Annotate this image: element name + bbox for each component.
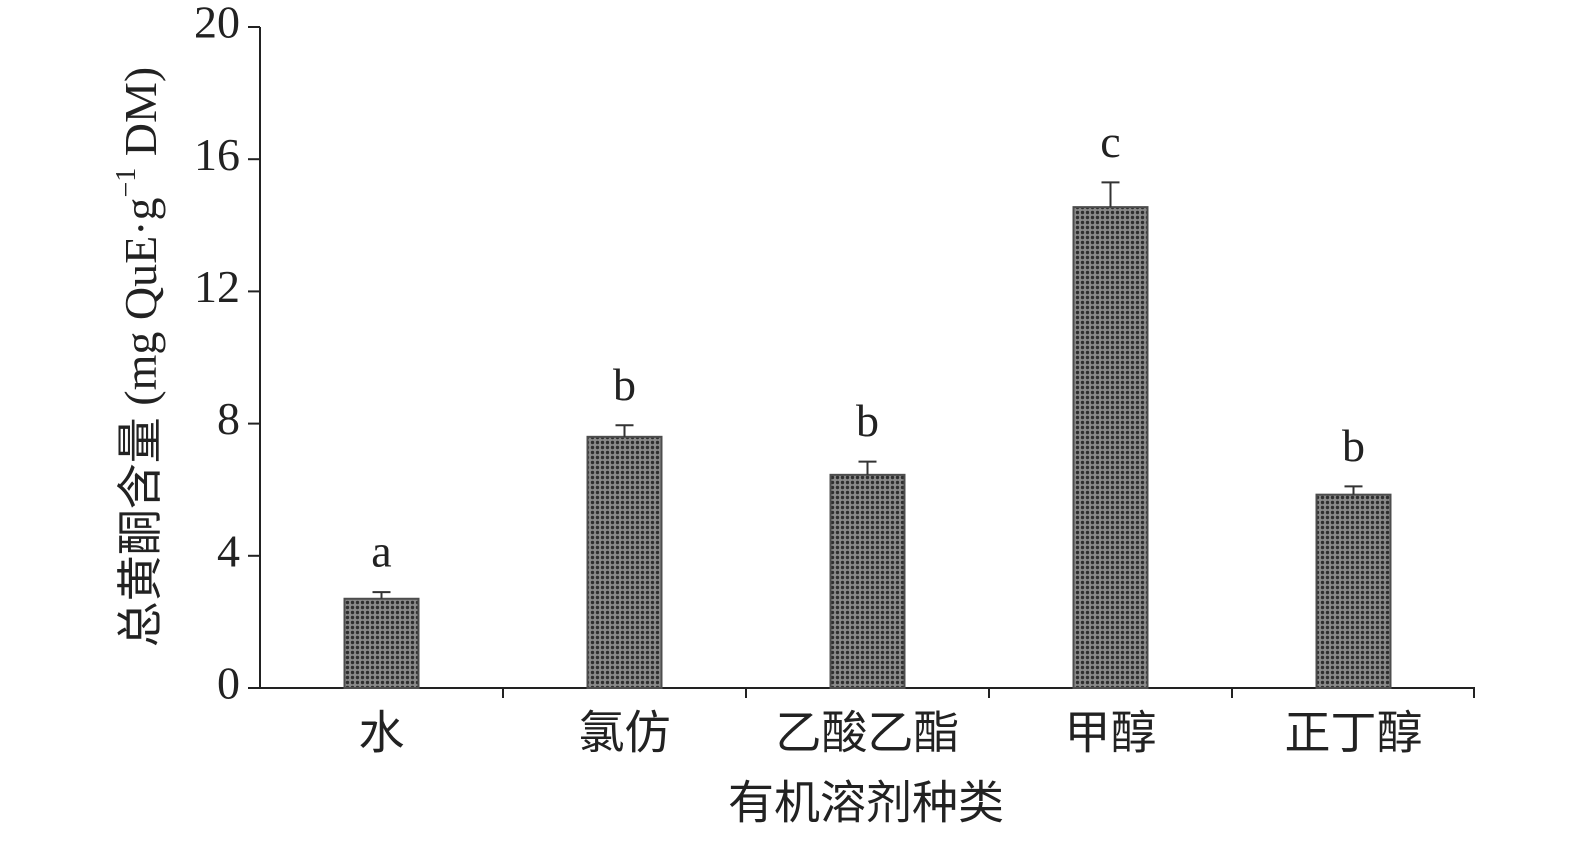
bar (1072, 206, 1149, 689)
y-axis-label: 总黄酮含量 (mg QuE·g−1 DM) (111, 67, 165, 648)
y-label-main: 总黄酮含量 (mg QuE·g (115, 198, 166, 648)
significance-letter: b (856, 395, 879, 446)
bar (1315, 493, 1392, 689)
y-tick-label: 4 (217, 525, 240, 576)
y-tick-label: 12 (194, 261, 240, 312)
y-tick-label: 0 (217, 658, 240, 709)
y-label-end: DM) (115, 67, 166, 168)
x-tick-label: 水 (359, 708, 405, 759)
error-bar (615, 424, 634, 437)
y-tick-label: 16 (194, 129, 240, 180)
x-axis-label: 有机溶剂种类 (728, 778, 1004, 829)
significance-letter: b (613, 359, 636, 410)
significance-letter: a (371, 526, 391, 577)
significance-letter: b (1342, 420, 1365, 471)
error-bar (1101, 181, 1120, 208)
y-tick-label: 20 (194, 0, 240, 48)
x-tick-label: 甲醇 (1065, 708, 1157, 759)
error-bar (1344, 485, 1363, 495)
bar (829, 473, 906, 690)
bar (586, 435, 663, 689)
x-tick-label: 氯仿 (579, 708, 671, 759)
bar (343, 597, 420, 690)
y-tick-label: 8 (217, 393, 240, 444)
x-tick-label: 正丁醇 (1285, 708, 1423, 759)
x-tick-label: 乙酸乙酯 (776, 708, 960, 759)
error-bar (372, 591, 391, 599)
y-label-sup: −1 (111, 168, 142, 198)
significance-letter: c (1100, 116, 1120, 167)
error-bar (858, 460, 877, 475)
